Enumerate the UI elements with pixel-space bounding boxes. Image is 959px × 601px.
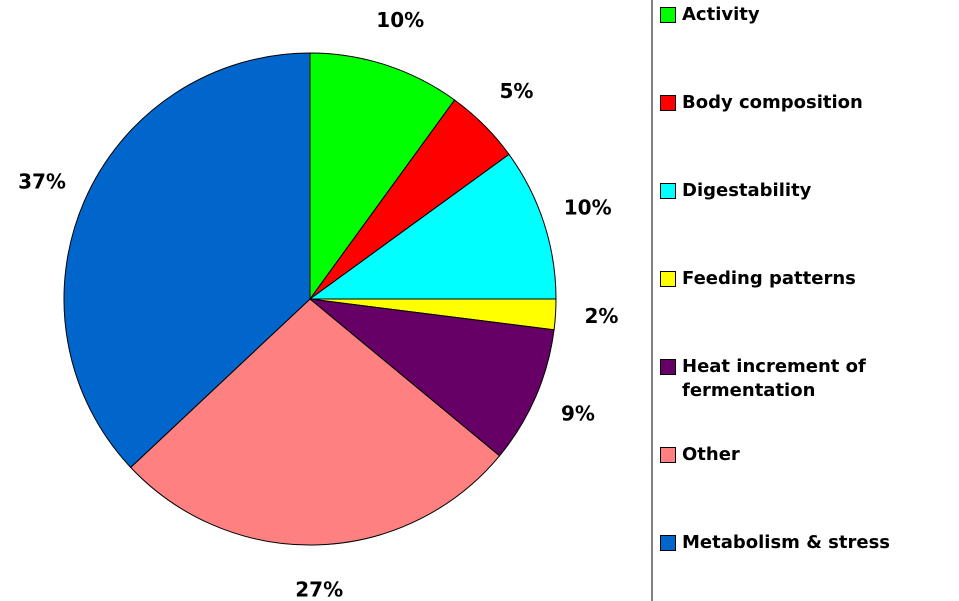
legend-swatch [660, 359, 676, 375]
legend-label: Metabolism & stress [682, 532, 890, 553]
legend-label: Activity [682, 4, 760, 25]
legend-label: Feeding patterns [682, 268, 856, 289]
legend-label: Digestability [682, 180, 812, 201]
legend-swatch [660, 535, 676, 551]
slice-label: 10% [376, 8, 424, 32]
legend-label: Other [682, 444, 740, 465]
legend-item: Body composition [660, 91, 947, 115]
legend-label: Body composition [682, 92, 863, 113]
pie-slice [309, 52, 456, 301]
legend-item: Other [660, 443, 947, 467]
legend-swatch [660, 7, 676, 23]
slice-label: 2% [584, 304, 618, 328]
pie-slice [63, 52, 311, 469]
slice-label: 9% [561, 401, 595, 425]
slice-label: 37% [18, 170, 66, 194]
legend-swatch [660, 447, 676, 463]
legend-item: Feeding patterns [660, 267, 947, 291]
pie-slice [308, 298, 555, 457]
legend-swatch [660, 95, 676, 111]
slice-label: 10% [564, 195, 612, 219]
legend-label: Heat increment of fermentation [682, 356, 866, 401]
legend-item: Activity [660, 3, 947, 27]
slice-label: 27% [295, 577, 343, 601]
legend-swatch [660, 271, 676, 287]
legend-item: Heat increment of fermentation [660, 355, 947, 403]
legend-item: Digestability [660, 179, 947, 203]
pie-slice [129, 298, 501, 546]
pie-slice [308, 153, 557, 300]
legend-item: Metabolism & stress [660, 531, 947, 555]
legend-swatch [660, 183, 676, 199]
slice-label: 5% [499, 79, 533, 103]
